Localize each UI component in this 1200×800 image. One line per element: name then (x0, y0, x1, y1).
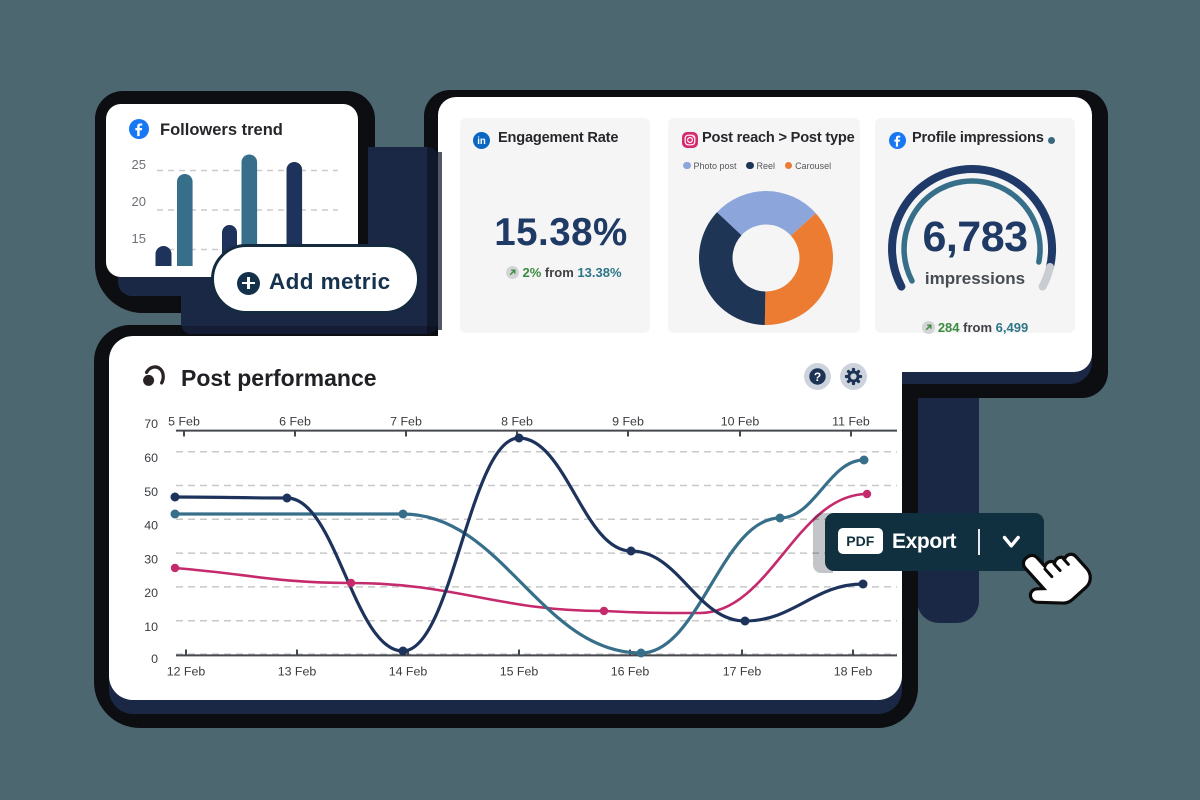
svg-text:20: 20 (144, 586, 158, 600)
svg-text:10 Feb: 10 Feb (721, 415, 760, 429)
svg-text:15 Feb: 15 Feb (500, 665, 539, 679)
svg-text:15: 15 (132, 231, 146, 246)
svg-text:30: 30 (144, 552, 158, 566)
svg-text:5 Feb: 5 Feb (168, 415, 200, 429)
svg-text:50: 50 (144, 485, 158, 499)
svg-text:14 Feb: 14 Feb (389, 665, 428, 679)
svg-text:17 Feb: 17 Feb (723, 665, 762, 679)
svg-text:18 Feb: 18 Feb (834, 665, 873, 679)
svg-text:16 Feb: 16 Feb (611, 665, 650, 679)
svg-text:13 Feb: 13 Feb (278, 665, 317, 679)
svg-text:8 Feb: 8 Feb (501, 415, 533, 429)
svg-text:10: 10 (144, 620, 158, 634)
svg-text:6 Feb: 6 Feb (279, 415, 311, 429)
svg-text:20: 20 (132, 194, 146, 209)
svg-text:in: in (477, 136, 486, 147)
svg-text:60: 60 (144, 451, 158, 465)
svg-text:?: ? (813, 369, 820, 383)
svg-text:70: 70 (144, 417, 158, 431)
svg-text:0: 0 (151, 652, 158, 666)
svg-text:12 Feb: 12 Feb (167, 665, 206, 679)
svg-text:40: 40 (144, 519, 158, 533)
svg-text:9 Feb: 9 Feb (612, 415, 644, 429)
svg-text:11 Feb: 11 Feb (832, 415, 870, 429)
svg-text:25: 25 (132, 157, 146, 172)
svg-text:7 Feb: 7 Feb (390, 415, 422, 429)
